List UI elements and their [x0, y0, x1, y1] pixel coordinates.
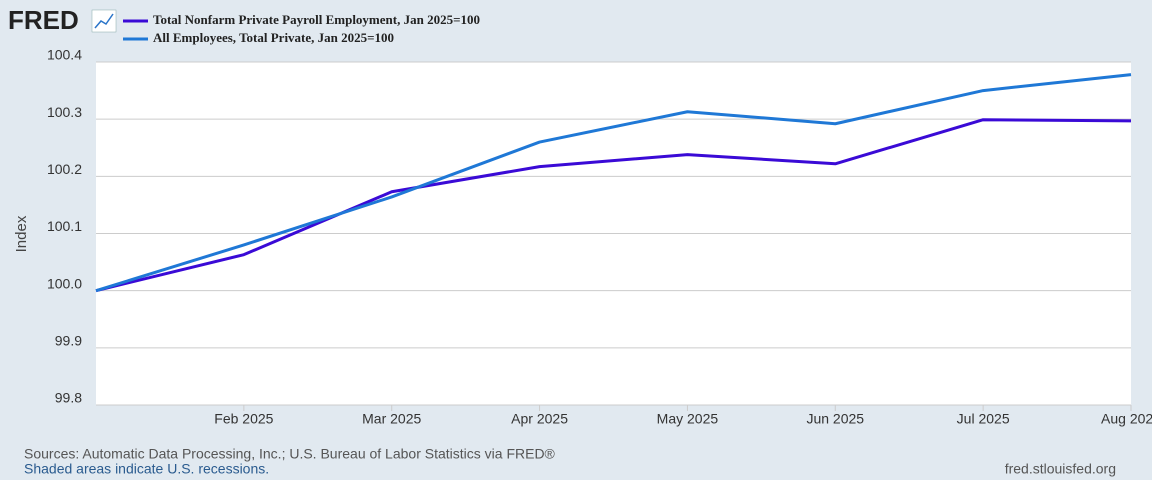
- data-line: [95, 73, 1132, 293]
- legend-label: All Employees, Total Private, Jan 2025=1…: [153, 30, 394, 45]
- y-tick-label: 100.3: [47, 104, 82, 120]
- data-line: [95, 118, 1132, 293]
- legend-label: Total Nonfarm Private Payroll Employment…: [153, 12, 480, 27]
- sources: Sources: Automatic Data Processing, Inc.…: [24, 446, 556, 462]
- site-link[interactable]: fred.stlouisfed.org: [1005, 461, 1116, 477]
- x-tick-label: Feb 2025: [214, 411, 273, 427]
- logo-icon: [91, 9, 117, 33]
- y-tick-label: 99.8: [55, 390, 82, 406]
- x-tick-label: Aug 2025: [1101, 411, 1152, 427]
- y-tick-label: 100.4: [47, 47, 82, 63]
- y-tick-label: 100.2: [47, 161, 82, 177]
- recession-note[interactable]: Shaded areas indicate U.S. recessions.: [24, 461, 269, 477]
- y-axis-label: Index: [13, 215, 30, 252]
- y-tick-label: 99.9: [55, 333, 82, 349]
- x-tick-label: Mar 2025: [362, 411, 421, 427]
- y-tick-label: 100.1: [47, 218, 82, 234]
- x-tick-label: Apr 2025: [511, 411, 568, 427]
- x-tick-label: Jul 2025: [957, 411, 1010, 427]
- brand-logo[interactable]: FRED: [8, 5, 79, 35]
- x-tick-label: May 2025: [657, 411, 719, 427]
- y-tick-label: 100.0: [47, 275, 82, 291]
- x-tick-label: Jun 2025: [806, 411, 864, 427]
